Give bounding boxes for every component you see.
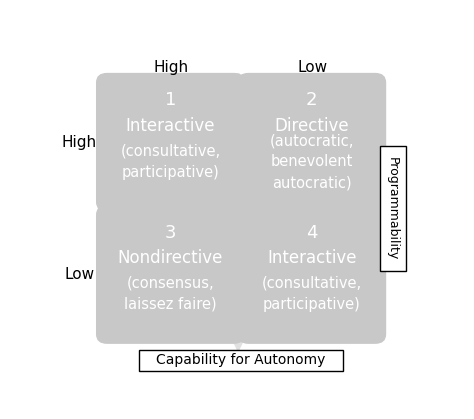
Text: High: High: [154, 60, 189, 75]
Text: Interactive: Interactive: [126, 117, 215, 135]
FancyBboxPatch shape: [139, 350, 343, 371]
FancyBboxPatch shape: [237, 205, 386, 344]
Text: 4: 4: [306, 224, 318, 242]
Text: (consensus,
laissez faire): (consensus, laissez faire): [124, 276, 217, 312]
Text: (consultative,
participative): (consultative, participative): [120, 144, 220, 180]
Text: High: High: [62, 135, 97, 150]
Text: 3: 3: [164, 224, 176, 242]
FancyBboxPatch shape: [96, 205, 245, 344]
Text: 1: 1: [164, 91, 176, 109]
Text: Programmability: Programmability: [386, 157, 399, 260]
Text: Low: Low: [64, 267, 94, 282]
Text: Interactive: Interactive: [267, 249, 356, 267]
Text: 2: 2: [306, 91, 318, 109]
FancyBboxPatch shape: [96, 73, 245, 212]
Text: Directive: Directive: [274, 117, 349, 135]
FancyBboxPatch shape: [237, 73, 386, 212]
Text: (consultative,
participative): (consultative, participative): [262, 276, 362, 312]
FancyBboxPatch shape: [380, 146, 406, 271]
Text: (autocratic,
benevolent
autocratic): (autocratic, benevolent autocratic): [270, 133, 354, 190]
Text: Capability for Autonomy: Capability for Autonomy: [156, 353, 326, 367]
Text: Low: Low: [298, 60, 328, 75]
Text: Nondirective: Nondirective: [118, 249, 223, 267]
